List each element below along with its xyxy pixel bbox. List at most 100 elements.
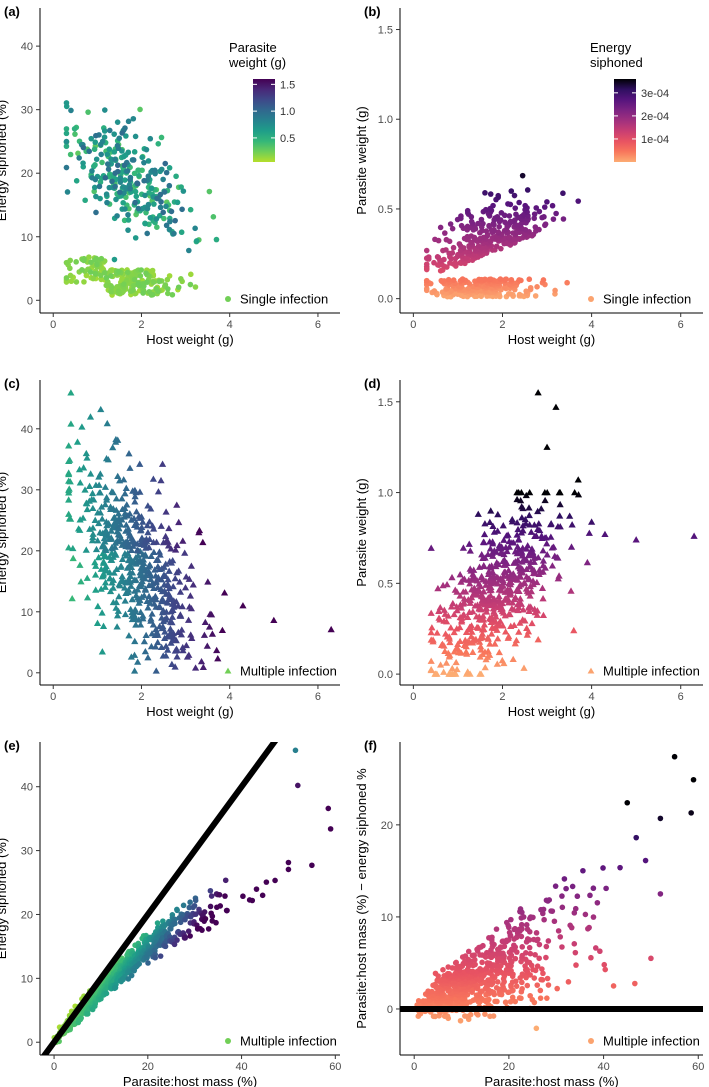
data-point — [137, 273, 144, 279]
data-point — [148, 292, 155, 298]
data-point — [157, 191, 164, 198]
x-axis-title: Host weight (g) — [146, 704, 233, 719]
data-point — [549, 202, 556, 209]
data-point — [566, 512, 574, 519]
data-point — [532, 224, 539, 230]
data-point — [588, 518, 596, 525]
data-point — [79, 464, 88, 471]
data-point — [132, 508, 141, 515]
y-tick-label: 20 — [21, 909, 33, 921]
x-tick-label: 2 — [138, 691, 144, 703]
data-point — [444, 1013, 451, 1019]
data-point — [535, 566, 544, 573]
data-point — [423, 277, 430, 284]
data-point — [540, 906, 547, 913]
data-point — [139, 615, 147, 622]
data-points — [423, 172, 582, 300]
data-point — [174, 907, 180, 914]
data-point — [89, 524, 97, 531]
data-point — [469, 968, 476, 975]
data-point — [531, 215, 537, 222]
data-point — [144, 654, 152, 661]
data-point — [456, 637, 464, 645]
data-point — [63, 164, 70, 171]
legend-marker — [225, 1038, 231, 1044]
data-point — [213, 236, 220, 243]
data-point — [125, 227, 131, 233]
data-point — [65, 496, 73, 503]
data-point — [142, 552, 150, 559]
data-point — [495, 592, 503, 600]
data-point — [514, 556, 522, 564]
data-point — [471, 952, 478, 958]
data-point — [516, 598, 524, 606]
data-point — [166, 182, 173, 189]
data-point — [154, 224, 160, 231]
data-point — [603, 885, 609, 892]
data-point — [79, 514, 87, 521]
data-point — [130, 514, 138, 522]
data-point — [117, 189, 123, 196]
data-point — [218, 626, 226, 634]
data-point — [103, 191, 110, 197]
data-point — [178, 276, 184, 282]
data-point — [66, 456, 74, 463]
data-point — [452, 658, 460, 666]
data-point — [169, 291, 176, 298]
data-point — [540, 277, 547, 283]
data-point — [671, 753, 678, 760]
data-point — [146, 561, 154, 568]
data-point — [499, 582, 507, 589]
data-point — [90, 275, 96, 281]
data-point — [82, 197, 88, 204]
x-tick-label: 6 — [315, 319, 321, 331]
data-point — [520, 555, 528, 562]
data-point — [125, 632, 133, 639]
data-point — [136, 596, 144, 604]
legend-marker — [588, 1038, 594, 1044]
data-point — [89, 168, 95, 174]
data-point — [125, 586, 133, 593]
data-point — [121, 281, 127, 288]
data-point — [108, 273, 114, 279]
data-point — [94, 602, 102, 610]
data-point — [176, 578, 184, 585]
data-point — [98, 995, 104, 1002]
data-point — [113, 623, 121, 630]
data-point — [515, 488, 523, 496]
data-point — [538, 976, 544, 983]
data-point — [104, 456, 112, 463]
data-point — [130, 157, 137, 163]
data-point — [94, 261, 100, 268]
y-tick-label: 0.5 — [378, 204, 393, 216]
data-point — [133, 540, 141, 547]
data-point — [543, 954, 549, 961]
data-point — [92, 545, 101, 553]
data-point — [543, 443, 551, 450]
data-point — [106, 146, 113, 152]
data-point — [495, 229, 502, 235]
data-point — [93, 619, 102, 626]
data-point — [415, 998, 422, 1004]
panel-b: (b) 0 2 4 6 0.0 0.5 1.0 1.5 Host weight (g) Parasi… — [354, 4, 703, 347]
data-point — [146, 535, 154, 542]
data-point — [486, 538, 494, 545]
legend-label: Multiple infection — [603, 664, 700, 679]
data-point — [141, 575, 149, 582]
data-point — [117, 534, 125, 542]
data-point — [187, 562, 195, 569]
data-point — [555, 488, 563, 496]
data-point — [164, 276, 171, 283]
data-point — [71, 125, 78, 132]
data-point — [503, 559, 511, 566]
data-point — [112, 598, 120, 606]
data-point — [263, 879, 270, 885]
data-point — [511, 640, 519, 647]
data-point — [559, 904, 566, 911]
data-point — [481, 554, 489, 561]
data-point — [524, 542, 532, 549]
data-point — [493, 559, 501, 566]
data-point — [524, 628, 533, 635]
data-point — [83, 574, 91, 581]
x-tick-label: 0 — [411, 1061, 417, 1073]
